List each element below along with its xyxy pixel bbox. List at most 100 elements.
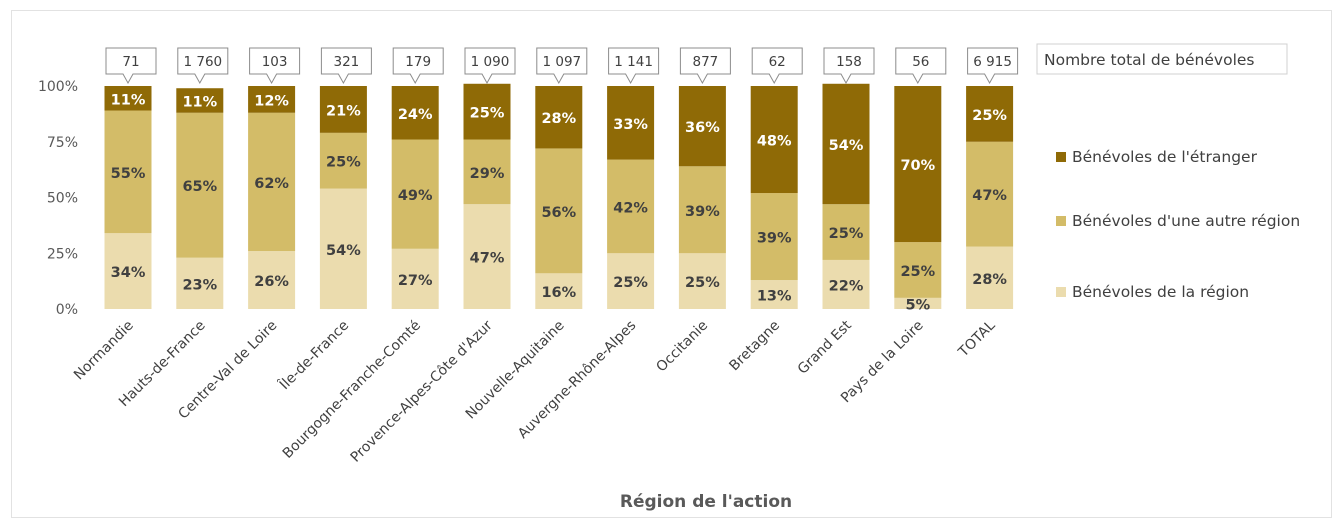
bar-segment <box>966 141 1014 247</box>
bar-segment <box>463 204 511 309</box>
bar-segment <box>319 86 367 133</box>
category-label: Occitanie <box>653 318 711 376</box>
category-label: Bourgogne-Franche-Comté <box>280 318 424 462</box>
total-callout <box>392 47 444 85</box>
y-tick-label: 50% <box>47 191 78 207</box>
legend-label: Bénévoles de l'étranger <box>1072 148 1258 166</box>
bar-segment <box>894 86 942 243</box>
total-value: 62 <box>769 54 786 70</box>
bar-segment <box>678 253 726 309</box>
legend-swatch <box>1056 287 1066 297</box>
category-label: Auvergne-Rhône-Alpes <box>515 318 639 442</box>
bar-segment <box>894 297 942 309</box>
data-label: 26% <box>254 274 289 290</box>
bar-segment <box>463 83 511 140</box>
data-label: 25% <box>613 275 648 291</box>
bar-segment <box>607 159 655 254</box>
bar-segment <box>966 246 1014 309</box>
data-label: 25% <box>326 155 361 171</box>
totals-label: Nombre total de bénévoles <box>1044 51 1255 69</box>
total-value: 1 760 <box>183 54 222 70</box>
bar-segment <box>607 253 655 309</box>
data-label: 55% <box>111 166 146 182</box>
data-label: 29% <box>470 166 505 182</box>
data-label: 5% <box>905 297 930 313</box>
bar-segment <box>248 251 296 309</box>
legend-swatch <box>1056 216 1066 226</box>
bar-segment <box>894 242 942 298</box>
data-label: 47% <box>972 188 1007 204</box>
category-label: Bretagne <box>726 318 783 375</box>
bar-segment <box>176 112 224 258</box>
data-label: 54% <box>829 138 864 154</box>
total-value: 877 <box>693 54 719 70</box>
total-callout <box>249 47 301 85</box>
category-label: Normandie <box>71 318 137 384</box>
data-label: 49% <box>398 188 433 204</box>
data-label: 25% <box>470 106 505 122</box>
bar-segment <box>535 148 583 274</box>
total-callout <box>608 47 660 85</box>
bar-segment <box>822 83 870 205</box>
total-value: 179 <box>405 54 431 70</box>
bar-segment <box>391 139 439 249</box>
total-callout <box>823 47 875 85</box>
total-callout <box>751 47 803 85</box>
bar-segment <box>248 86 296 113</box>
category-label: TOTAL <box>955 317 999 361</box>
data-label: 39% <box>757 231 792 247</box>
data-label: 21% <box>326 103 361 119</box>
total-value: 71 <box>122 54 139 70</box>
total-callout <box>105 47 157 85</box>
category-label: Île-de-France <box>275 316 353 394</box>
data-label: 48% <box>757 134 792 150</box>
data-label: 28% <box>541 111 576 127</box>
category-label: Grand Est <box>795 317 855 377</box>
bar-segment <box>319 188 367 309</box>
total-value: 1 097 <box>542 54 581 70</box>
data-label: 25% <box>972 108 1007 124</box>
legend-label: Bénévoles de la région <box>1072 283 1249 301</box>
bar-segment <box>176 88 224 113</box>
bar-segment <box>822 259 870 309</box>
data-label: 13% <box>757 289 792 305</box>
total-callout <box>536 47 588 85</box>
bar-segment <box>319 132 367 189</box>
total-value: 56 <box>912 54 929 70</box>
y-tick-label: 0% <box>56 302 78 318</box>
total-value: 103 <box>262 54 288 70</box>
data-label: 23% <box>182 277 217 293</box>
bar-segment <box>463 139 511 205</box>
data-label: 25% <box>829 226 864 242</box>
data-label: 27% <box>398 273 433 289</box>
bar-segment <box>750 193 798 281</box>
data-label: 39% <box>685 204 720 220</box>
bar-segment <box>678 86 726 167</box>
x-axis-title: Région de l'action <box>620 492 792 512</box>
y-tick-label: 100% <box>38 79 78 95</box>
data-label: 56% <box>541 205 576 221</box>
data-label: 25% <box>900 264 935 280</box>
chart-frame <box>11 10 1332 518</box>
data-label: 54% <box>326 243 361 259</box>
legend-label: Bénévoles d'une autre région <box>1072 212 1300 230</box>
total-callout <box>967 47 1019 85</box>
data-label: 16% <box>541 285 576 301</box>
totals-label-box <box>1036 43 1288 75</box>
total-value: 1 090 <box>471 54 510 70</box>
y-tick-label: 25% <box>47 246 78 262</box>
legend-swatch <box>1056 152 1066 162</box>
data-label: 65% <box>182 179 217 195</box>
total-callout <box>464 47 516 85</box>
data-label: 22% <box>829 278 864 294</box>
bar-segment <box>391 248 439 309</box>
data-label: 42% <box>613 200 648 216</box>
bar-segment <box>822 204 870 260</box>
data-label: 34% <box>111 265 146 281</box>
bar-segment <box>104 86 152 111</box>
total-value: 158 <box>836 54 862 70</box>
bar-segment <box>750 280 798 309</box>
data-label: 11% <box>182 94 217 110</box>
total-value: 321 <box>334 54 360 70</box>
